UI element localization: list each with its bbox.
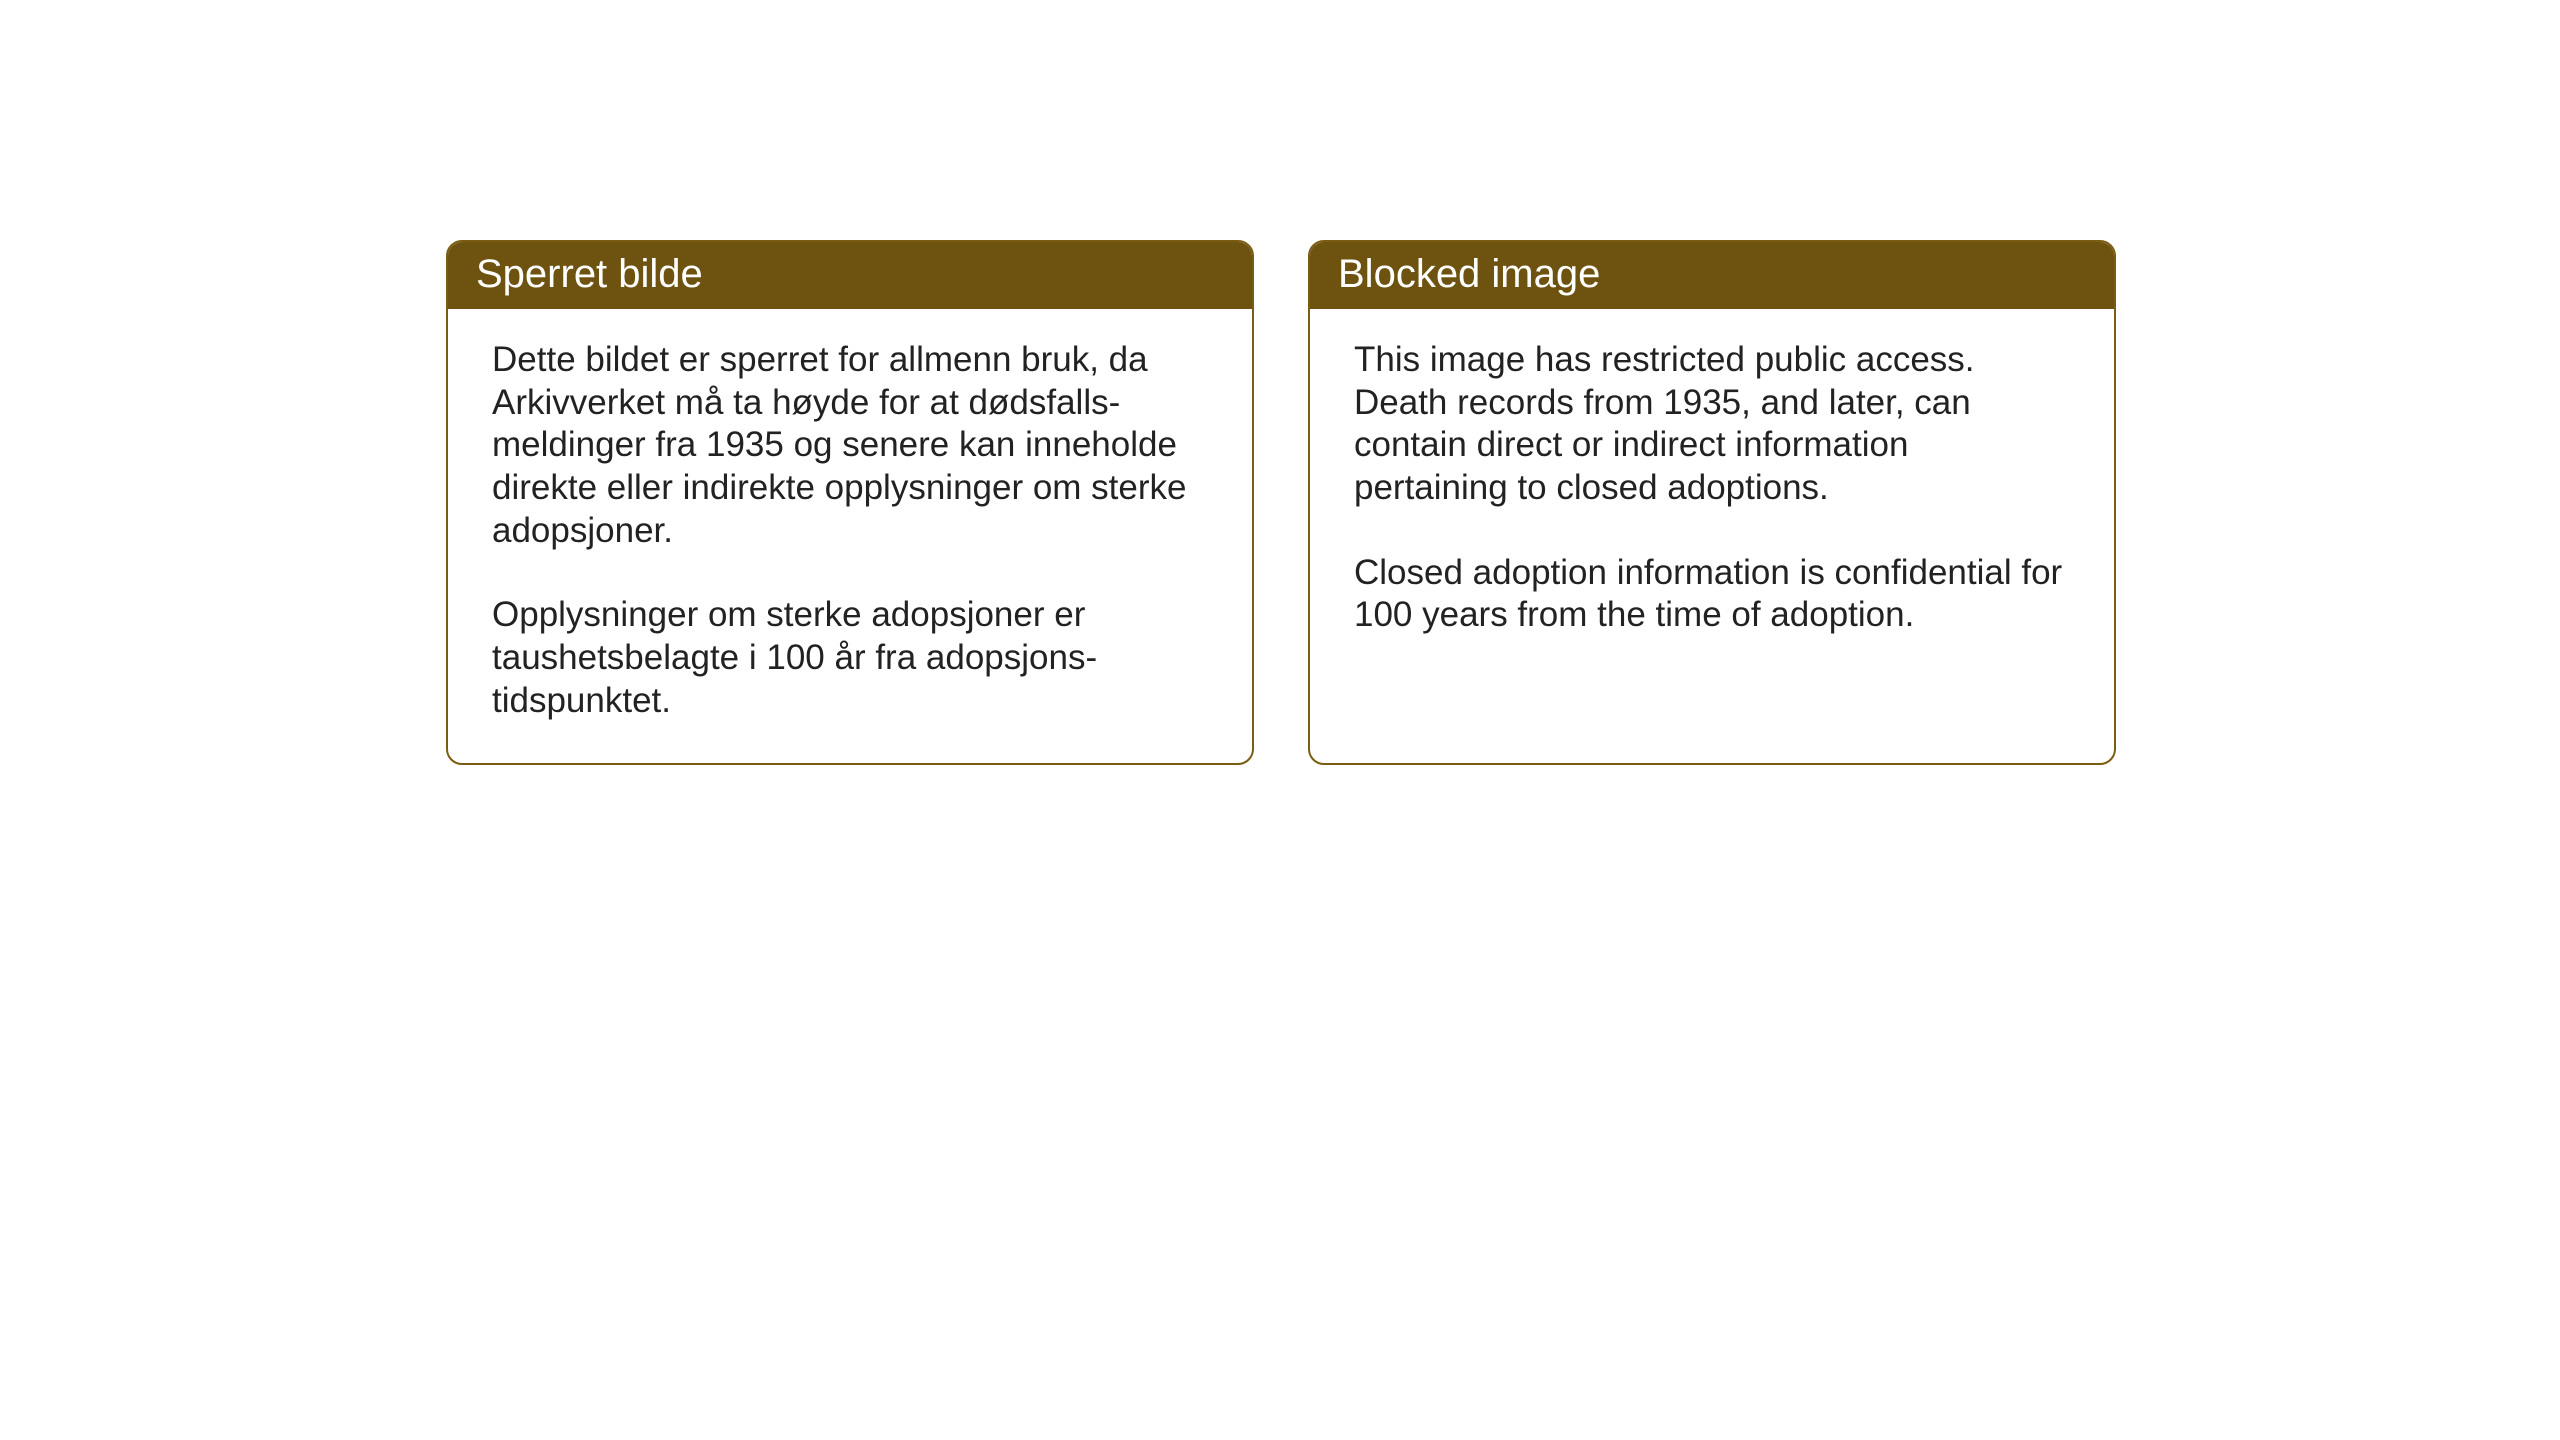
card-paragraph-1-english: This image has restricted public access.…	[1354, 339, 2070, 510]
card-title-norwegian: Sperret bilde	[476, 252, 703, 296]
card-header-english: Blocked image	[1310, 242, 2114, 309]
card-title-english: Blocked image	[1338, 252, 1600, 296]
card-paragraph-2-english: Closed adoption information is confident…	[1354, 552, 2070, 637]
card-paragraph-2-norwegian: Opplysninger om sterke adopsjoner er tau…	[492, 594, 1208, 722]
card-body-norwegian: Dette bildet er sperret for allmenn bruk…	[448, 309, 1252, 763]
notice-container: Sperret bilde Dette bildet er sperret fo…	[446, 240, 2116, 765]
notice-card-norwegian: Sperret bilde Dette bildet er sperret fo…	[446, 240, 1254, 765]
card-paragraph-1-norwegian: Dette bildet er sperret for allmenn bruk…	[492, 339, 1208, 552]
notice-card-english: Blocked image This image has restricted …	[1308, 240, 2116, 765]
card-header-norwegian: Sperret bilde	[448, 242, 1252, 309]
card-body-english: This image has restricted public access.…	[1310, 309, 2114, 749]
